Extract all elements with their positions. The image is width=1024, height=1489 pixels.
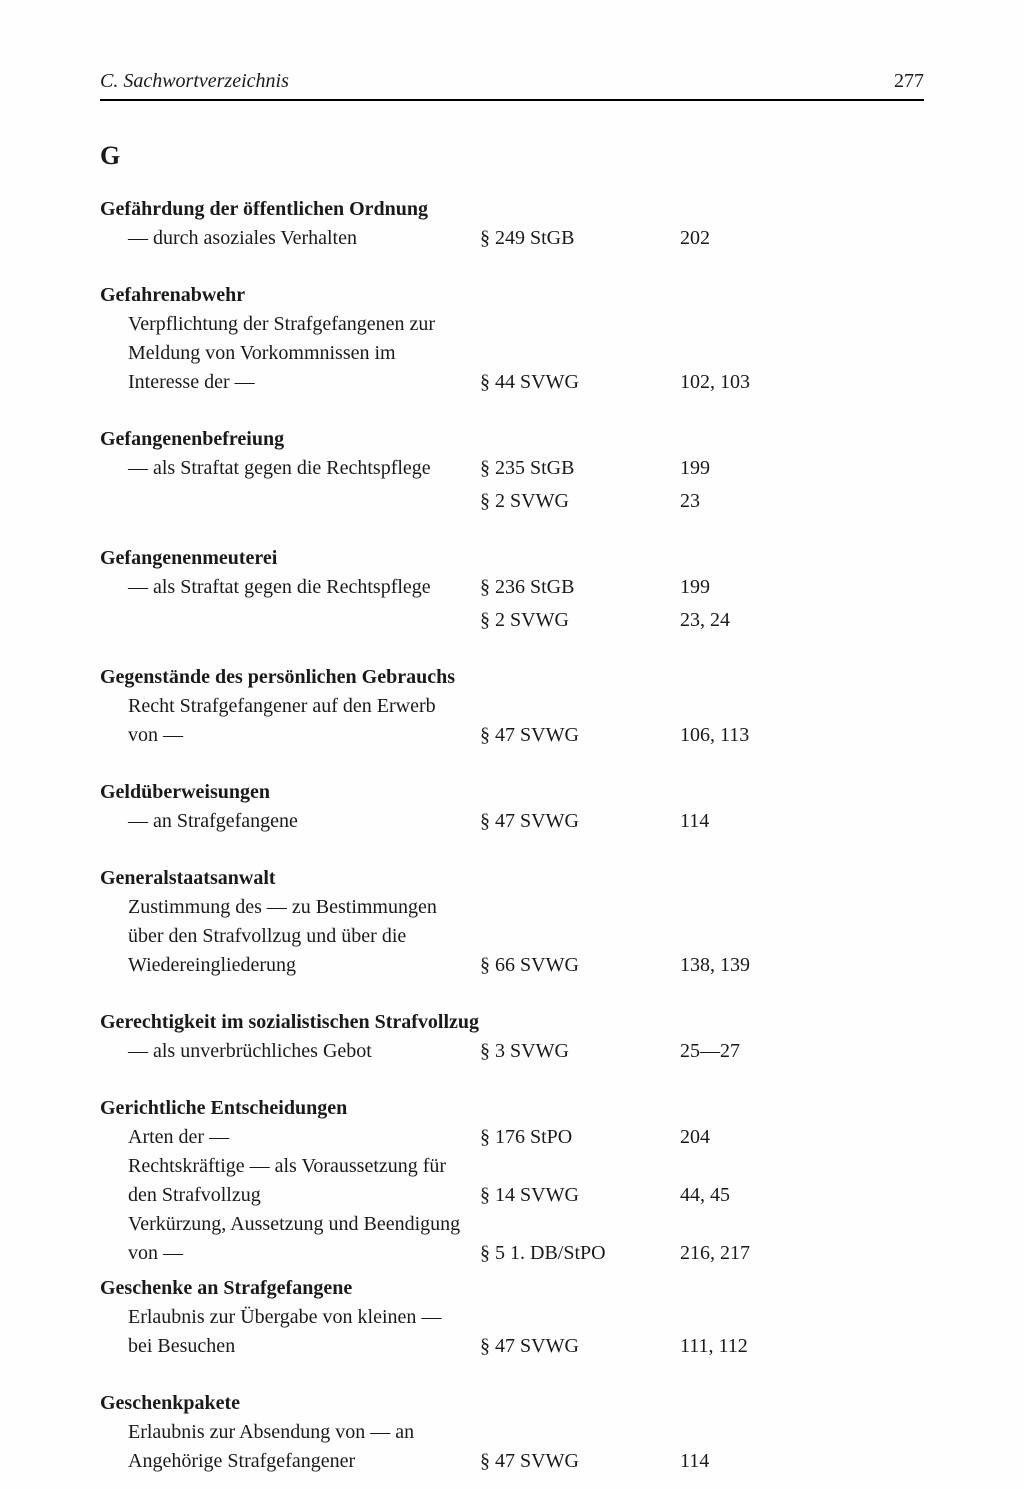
entry-pages: 111, 112 bbox=[680, 1332, 924, 1361]
entry-row: Rechtskräftige — als Voraussetzung für d… bbox=[100, 1152, 924, 1210]
entry-description bbox=[100, 487, 470, 516]
index-entry: Gefangenenbefreiung— als Straftat gegen … bbox=[100, 425, 924, 516]
entry-row: § 2 SVWG 23, 24 bbox=[100, 606, 924, 635]
entry-row: — durch asoziales Verhalten § 249 StGB 202 bbox=[100, 224, 924, 253]
entry-reference: § 44 SVWG bbox=[480, 368, 670, 397]
entry-row: — als Straftat gegen die Rechtspflege § 2… bbox=[100, 454, 924, 483]
entry-pages: 102, 103 bbox=[680, 368, 924, 397]
entry-reference: § 3 SVWG bbox=[480, 1037, 670, 1066]
entry-description: Verpflichtung der Strafgefangenen zur Me… bbox=[100, 310, 470, 397]
index-entry: Gerichtliche EntscheidungenArten der — § … bbox=[100, 1094, 924, 1268]
entry-term: Gefährdung der öffentlichen Ordnung bbox=[100, 195, 924, 224]
entry-term: Gefahrenabwehr bbox=[100, 281, 924, 310]
entry-description: — als Straftat gegen die Rechtspflege bbox=[100, 573, 470, 602]
entry-reference: § 249 StGB bbox=[480, 224, 670, 253]
entry-reference: § 14 SVWG bbox=[480, 1181, 670, 1210]
entry-description: — als Straftat gegen die Rechtspflege bbox=[100, 454, 470, 483]
entry-pages: 23, 24 bbox=[680, 606, 924, 635]
entry-row: Verkürzung, Aussetzung und Beendigung vo… bbox=[100, 1210, 924, 1268]
entry-row: § 2 SVWG 23 bbox=[100, 487, 924, 516]
entry-reference: § 176 StPO bbox=[480, 1123, 670, 1152]
entry-pages: 202 bbox=[680, 224, 924, 253]
entry-term: Gefangenenbefreiung bbox=[100, 425, 924, 454]
entry-description: — an Strafgefangene bbox=[100, 807, 470, 836]
entry-description: Zustimmung des — zu Bestimmungen über de… bbox=[100, 893, 470, 980]
entry-pages: 114 bbox=[680, 807, 924, 836]
entry-pages: 106, 113 bbox=[680, 721, 924, 750]
entry-pages: 199 bbox=[680, 454, 924, 483]
entry-pages: 44, 45 bbox=[680, 1181, 924, 1210]
index-entry: Gefährdung der öffentlichen Ordnung— dur… bbox=[100, 195, 924, 253]
entry-row: Arten der — § 176 StPO 204 bbox=[100, 1123, 924, 1152]
index-entry: Gerechtigkeit im sozialistischen Strafvo… bbox=[100, 1008, 924, 1066]
entry-term: Generalstaatsanwalt bbox=[100, 864, 924, 893]
entry-pages: 216, 217 bbox=[680, 1239, 924, 1268]
entry-description: Recht Strafgefangener auf den Erwerb von… bbox=[100, 692, 470, 750]
entry-description: Rechtskräftige — als Voraussetzung für d… bbox=[100, 1152, 470, 1210]
entry-description: Verkürzung, Aussetzung und Beendigung vo… bbox=[100, 1210, 470, 1268]
entry-description: Erlaubnis zur Absendung von — an Angehör… bbox=[100, 1418, 470, 1476]
entry-description: — durch asoziales Verhalten bbox=[100, 224, 470, 253]
entry-row: Erlaubnis zur Absendung von — an Angehör… bbox=[100, 1418, 924, 1476]
entry-term: Geldüberweisungen bbox=[100, 778, 924, 807]
index-entries: Gefährdung der öffentlichen Ordnung— dur… bbox=[100, 195, 924, 1476]
section-letter: G bbox=[100, 141, 924, 171]
entry-term: Gerichtliche Entscheidungen bbox=[100, 1094, 924, 1123]
index-entry: Gegenstände des persönlichen GebrauchsRe… bbox=[100, 663, 924, 750]
entry-reference: § 47 SVWG bbox=[480, 721, 670, 750]
entry-reference: § 235 StGB bbox=[480, 454, 670, 483]
entry-reference: § 236 StGB bbox=[480, 573, 670, 602]
entry-pages: 114 bbox=[680, 1447, 924, 1476]
entry-pages: 199 bbox=[680, 573, 924, 602]
entry-pages: 204 bbox=[680, 1123, 924, 1152]
index-entry: GeschenkpaketeErlaubnis zur Absendung vo… bbox=[100, 1389, 924, 1476]
entry-term: Geschenkpakete bbox=[100, 1389, 924, 1418]
entry-term: Geschenke an Strafgefangene bbox=[100, 1274, 924, 1303]
page-number: 277 bbox=[894, 70, 924, 93]
index-entry: Geldüberweisungen— an Strafgefangene § 47… bbox=[100, 778, 924, 836]
entry-reference: § 47 SVWG bbox=[480, 1332, 670, 1361]
entry-description: Erlaubnis zur Übergabe von kleinen — bei… bbox=[100, 1303, 470, 1361]
entry-reference: § 2 SVWG bbox=[480, 487, 670, 516]
header-title: C. Sachwortverzeichnis bbox=[100, 70, 289, 93]
index-entry: GeneralstaatsanwaltZustimmung des — zu B… bbox=[100, 864, 924, 980]
entry-row: Zustimmung des — zu Bestimmungen über de… bbox=[100, 893, 924, 980]
index-entry: Geschenke an StrafgefangeneErlaubnis zur… bbox=[100, 1274, 924, 1361]
entry-row: — als Straftat gegen die Rechtspflege § 2… bbox=[100, 573, 924, 602]
entry-term: Gerechtigkeit im sozialistischen Strafvo… bbox=[100, 1008, 924, 1037]
entry-description bbox=[100, 606, 470, 635]
entry-row: — an Strafgefangene § 47 SVWG 114 bbox=[100, 807, 924, 836]
entry-term: Gegenstände des persönlichen Gebrauchs bbox=[100, 663, 924, 692]
entry-pages: 138, 139 bbox=[680, 951, 924, 980]
entry-reference: § 5 1. DB/StPO bbox=[480, 1239, 670, 1268]
entry-row: Recht Strafgefangener auf den Erwerb von… bbox=[100, 692, 924, 750]
entry-row: Erlaubnis zur Übergabe von kleinen — bei… bbox=[100, 1303, 924, 1361]
entry-row: Verpflichtung der Strafgefangenen zur Me… bbox=[100, 310, 924, 397]
entry-pages: 23 bbox=[680, 487, 924, 516]
entry-term: Gefangenenmeuterei bbox=[100, 544, 924, 573]
entry-reference: § 2 SVWG bbox=[480, 606, 670, 635]
entry-reference: § 47 SVWG bbox=[480, 807, 670, 836]
entry-reference: § 47 SVWG bbox=[480, 1447, 670, 1476]
entry-row: — als unverbrüchliches Gebot § 3 SVWG 25—2… bbox=[100, 1037, 924, 1066]
page-header: C. Sachwortverzeichnis 277 bbox=[100, 70, 924, 101]
entry-description: — als unverbrüchliches Gebot bbox=[100, 1037, 470, 1066]
entry-reference: § 66 SVWG bbox=[480, 951, 670, 980]
index-entry: Gefangenenmeuterei— als Straftat gegen d… bbox=[100, 544, 924, 635]
index-entry: GefahrenabwehrVerpflichtung der Strafgef… bbox=[100, 281, 924, 397]
entry-description: Arten der — bbox=[100, 1123, 470, 1152]
entry-pages: 25—27 bbox=[680, 1037, 924, 1066]
